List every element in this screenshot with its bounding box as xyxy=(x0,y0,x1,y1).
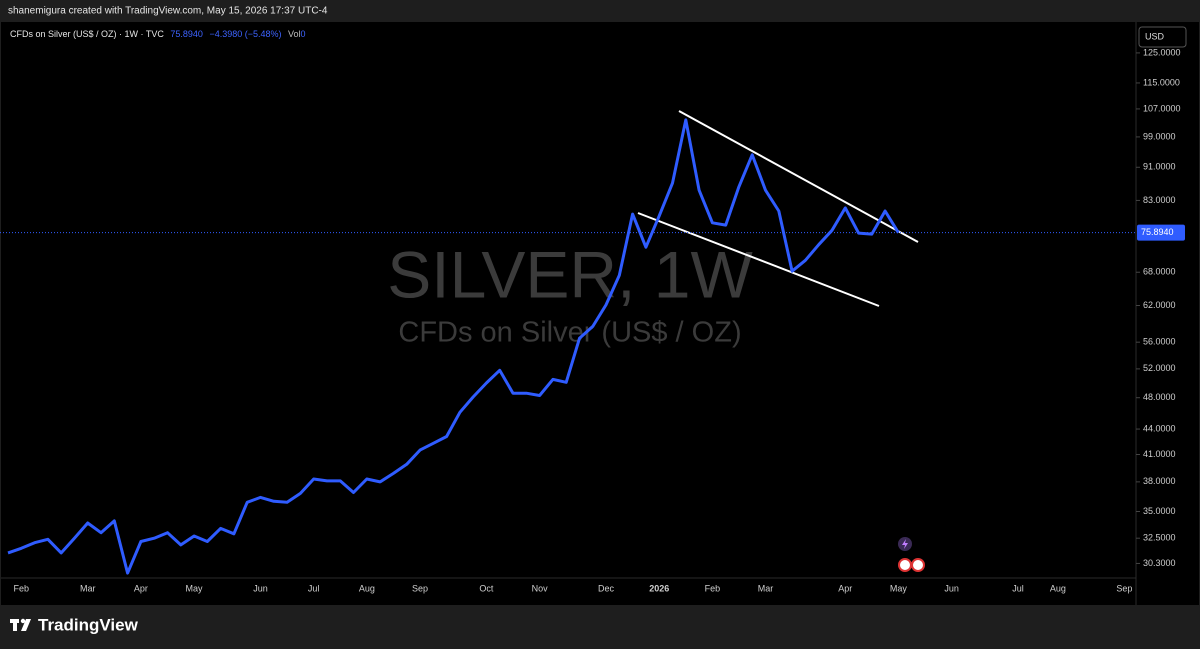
legend-change: −4.3980 (−5.48%) xyxy=(209,29,281,39)
x-tick-label: Jul xyxy=(308,583,320,593)
x-tick-label: 2026 xyxy=(649,583,669,593)
x-tick-label: Sep xyxy=(412,583,428,593)
x-tick-label: Apr xyxy=(134,583,148,593)
x-tick-label: May xyxy=(186,583,204,593)
x-tick-label: Feb xyxy=(705,583,721,593)
footer-logo xyxy=(10,618,31,631)
y-tick-label: 35.0000 xyxy=(1143,506,1176,516)
y-tick-label: 56.0000 xyxy=(1143,337,1176,347)
event-flag[interactable] xyxy=(911,558,925,572)
event-flag[interactable] xyxy=(898,558,912,572)
y-tick-label: 125.0000 xyxy=(1143,47,1181,57)
logo-shape xyxy=(21,619,31,631)
legend: CFDs on Silver (US$ / OZ) · 1W · TVC 75.… xyxy=(10,29,306,39)
y-tick-label: 32.5000 xyxy=(1143,533,1176,543)
y-tick-label: 99.0000 xyxy=(1143,131,1176,141)
currency-box[interactable] xyxy=(1138,26,1187,48)
current-price-box xyxy=(1137,224,1185,241)
x-axis-labels: Feb Mar Apr May Jun Jul Aug Sep Oct Nov Dec 2026 Feb… xyxy=(14,583,1133,593)
x-tick-label: Mar xyxy=(80,583,96,593)
legend-symbol: CFDs on Silver (US$ / OZ) · 1W · TVC xyxy=(10,29,164,39)
event-icon-bolt xyxy=(902,539,908,549)
x-tick-label: Sep xyxy=(1116,583,1132,593)
watermark-subtitle: CFDs on Silver (US$ / OZ) xyxy=(398,317,741,349)
y-tick-label: 115.0000 xyxy=(1143,77,1180,87)
x-tick-label: Aug xyxy=(359,583,375,593)
y-tick-label: 62.0000 xyxy=(1143,300,1176,310)
footer-brand: TradingView xyxy=(38,615,139,634)
x-tick-label: Jun xyxy=(253,583,268,593)
x-tick-label: Jun xyxy=(944,583,959,593)
logo-shape xyxy=(20,618,26,624)
current-price-label: 75.8940 xyxy=(1141,227,1174,237)
x-tick-label: Dec xyxy=(598,583,615,593)
y-tick-label: 41.0000 xyxy=(1143,449,1176,459)
x-tick-label: Aug xyxy=(1050,583,1066,593)
x-tick-label: May xyxy=(890,583,908,593)
y-tick-label: 44.0000 xyxy=(1143,423,1176,433)
y-tick-label: 38.0000 xyxy=(1143,476,1176,486)
logo-shape xyxy=(13,619,17,631)
watermark-title: SILVER, 1W xyxy=(387,237,753,311)
y-tick-label: 83.0000 xyxy=(1143,195,1176,205)
x-tick-label: Jul xyxy=(1012,583,1024,593)
y-tick-label: 52.0000 xyxy=(1143,363,1176,373)
x-tick-label: Mar xyxy=(758,583,774,593)
x-tick-label: Apr xyxy=(838,583,852,593)
y-tick-label: 68.0000 xyxy=(1143,267,1176,277)
legend-volume: 0 xyxy=(301,29,306,39)
x-tick-label: Oct xyxy=(479,583,494,593)
price-line xyxy=(7,118,900,575)
y-tick-label: 30.3000 xyxy=(1143,558,1176,568)
y-tick-label: 91.0000 xyxy=(1143,162,1176,172)
x-tick-label: Feb xyxy=(14,583,30,593)
x-tick-label: Nov xyxy=(532,583,549,593)
y-tick-label: 48.0000 xyxy=(1143,392,1176,402)
legend-price: 75.8940 xyxy=(170,29,203,39)
currency: USD xyxy=(1145,31,1165,41)
y-tick-label: 107.0000 xyxy=(1143,103,1181,113)
legend-volume-label: Vol xyxy=(288,29,301,39)
trendline xyxy=(637,212,880,307)
attribution: shanemigura created with TradingView.com… xyxy=(8,6,328,17)
